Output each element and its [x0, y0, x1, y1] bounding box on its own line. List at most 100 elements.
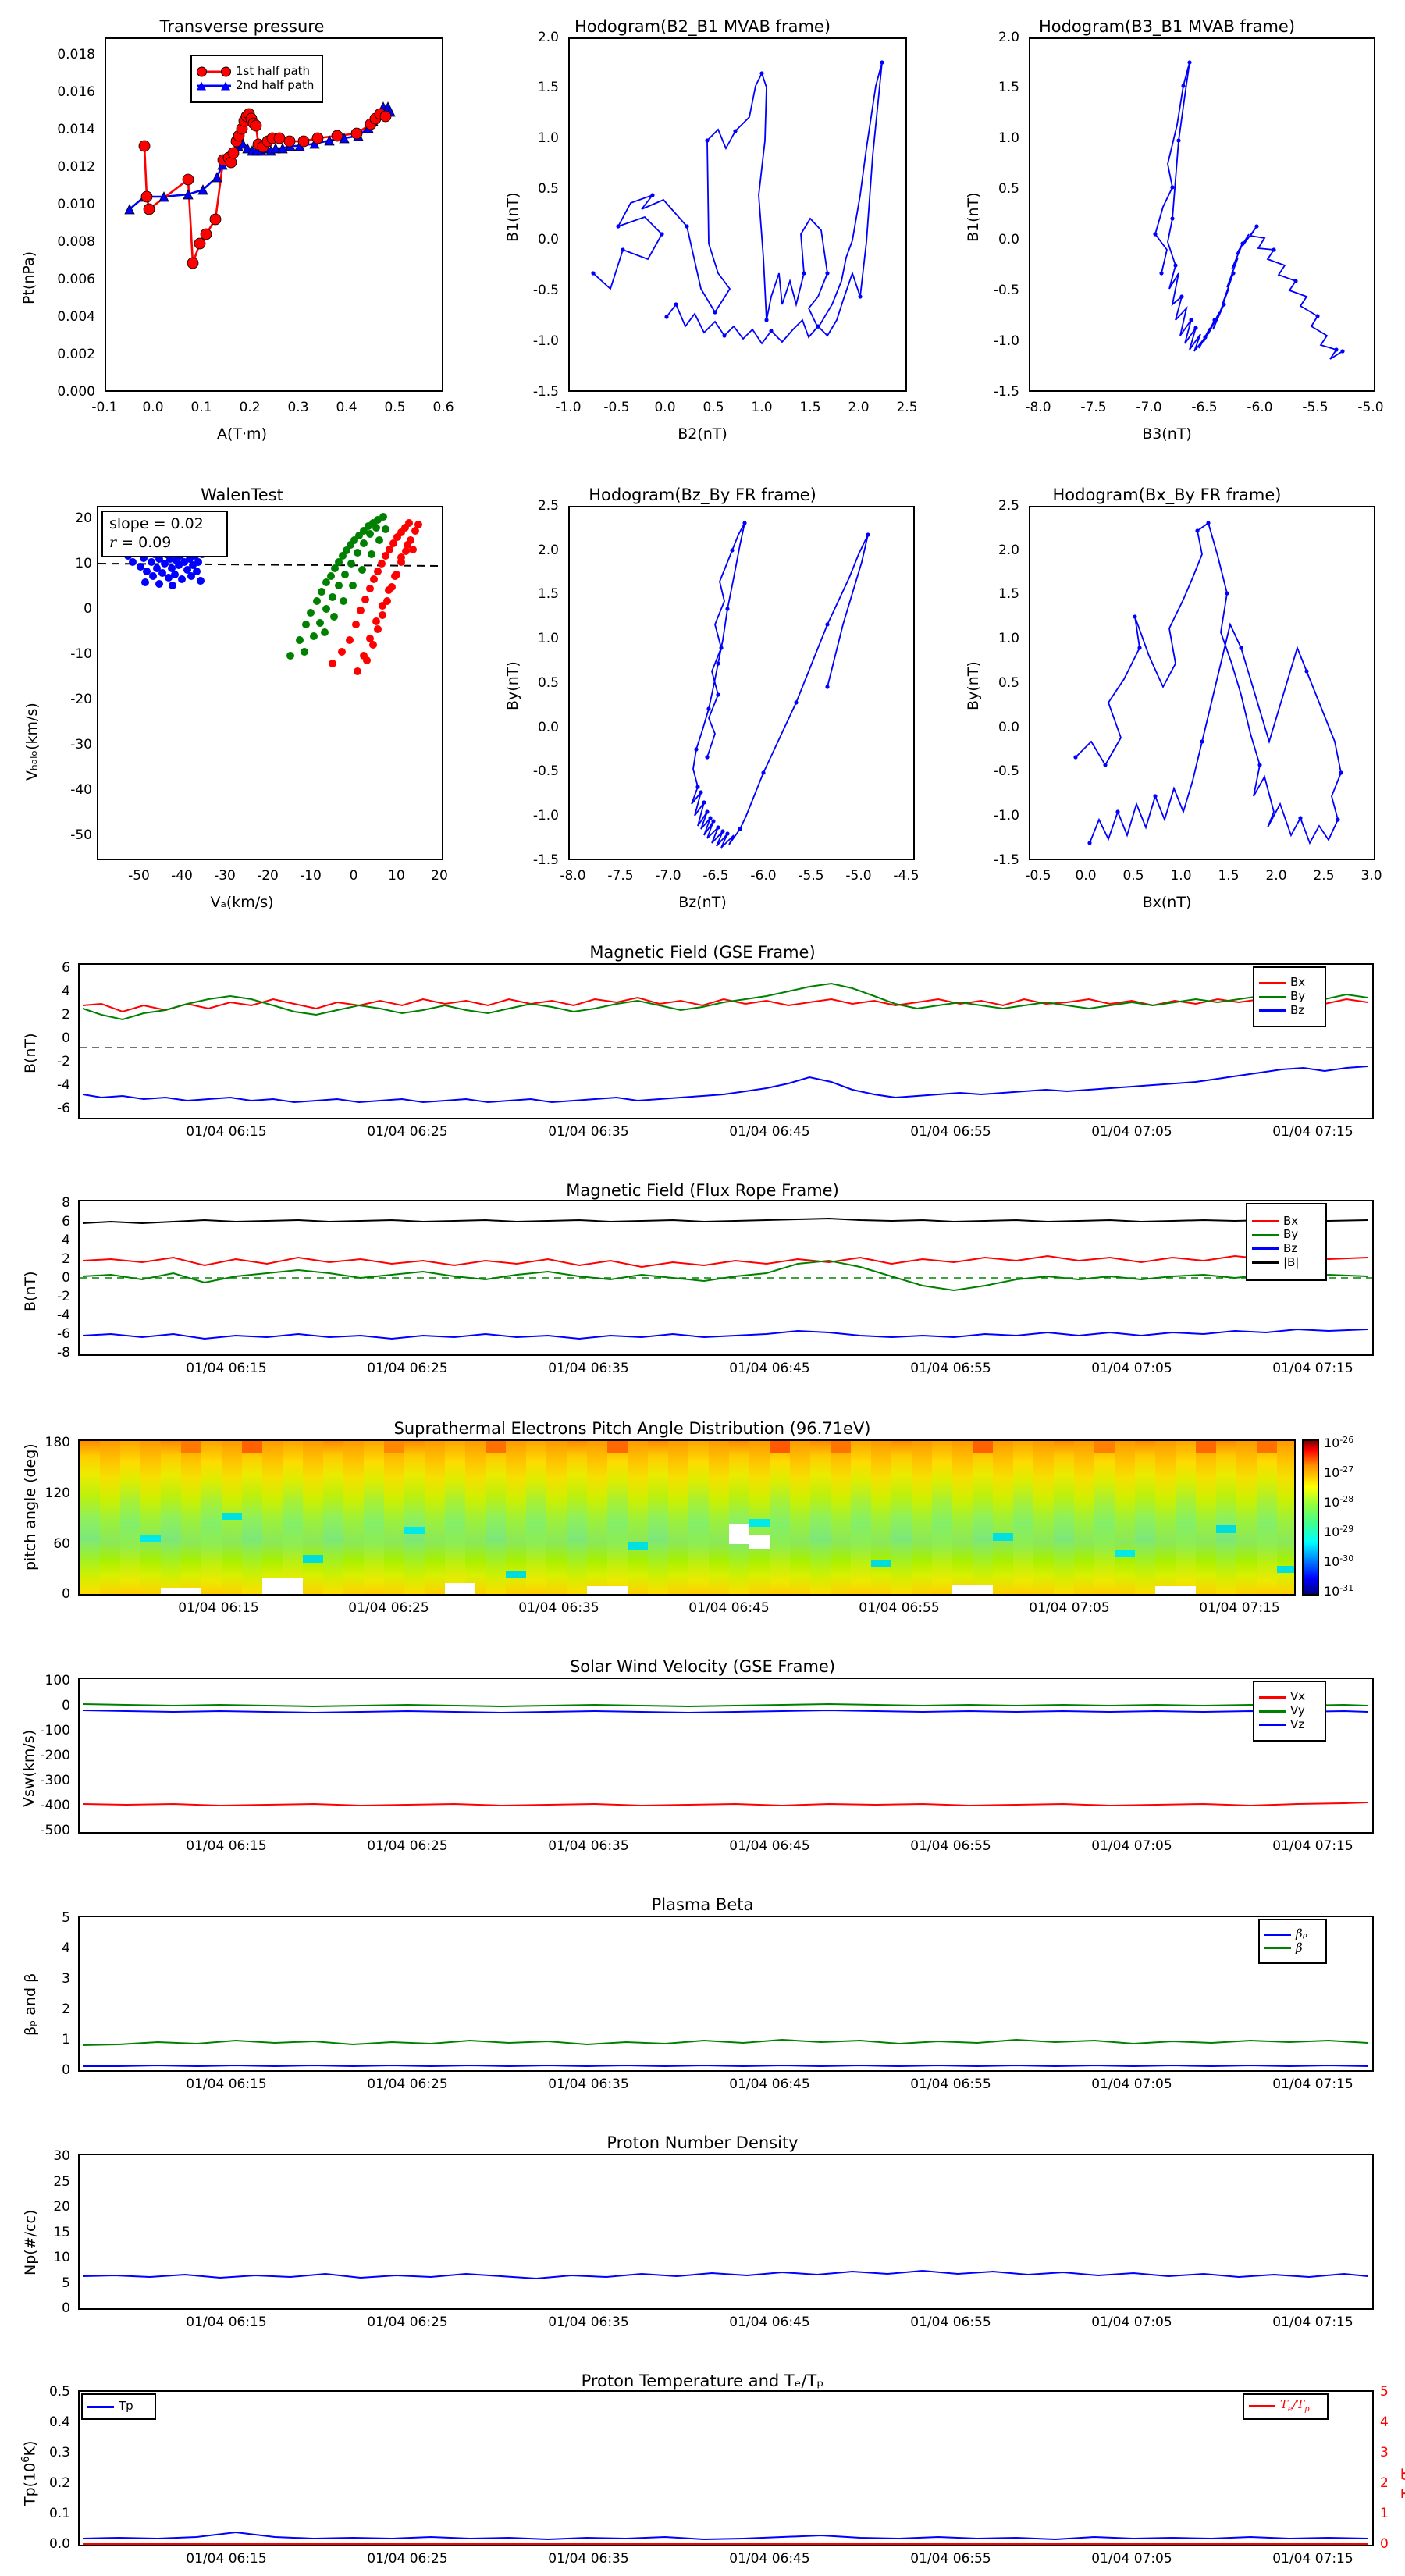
- y-tick: 0: [62, 1698, 70, 1713]
- green-cluster: [286, 513, 389, 660]
- panel-hodogram-b3-b1: Hodogram(B3_B1 MVAB frame) B1(nT) B3(nT)…: [929, 0, 1405, 453]
- x-tick: -5.5: [798, 868, 824, 884]
- time-tick: 01/04 07:15: [1272, 1838, 1353, 1854]
- y-tick: -1.5: [993, 384, 1019, 400]
- colorbar-tick: 10-26: [1324, 1434, 1354, 1451]
- x-tick: 2.0: [848, 400, 870, 415]
- hodogram-markers: [591, 60, 884, 338]
- y-tick: -1.0: [993, 333, 1019, 349]
- legend-row: βₚ: [1264, 1927, 1321, 1941]
- y-tick: -1.0: [532, 333, 559, 349]
- y-tick: 1.0: [998, 631, 1019, 646]
- panel-title: Hodogram(B2_B1 MVAB frame): [574, 17, 831, 36]
- y-tick: -6: [57, 1326, 70, 1342]
- x-axis-label: B3(nT): [1142, 425, 1192, 443]
- y-tick: 0.014: [57, 122, 95, 137]
- x-tick: -0.1: [91, 400, 118, 415]
- legend-label: 1st half path: [236, 64, 311, 79]
- y-tick: 1.0: [537, 130, 559, 146]
- time-tick: 01/04 06:25: [367, 2076, 448, 2092]
- time-tick: 01/04 07:15: [1272, 2551, 1353, 2567]
- x-tick: 0.0: [1075, 868, 1097, 884]
- line-swatch-icon: [87, 2405, 114, 2408]
- panel-title: Hodogram(B3_B1 MVAB frame): [1038, 17, 1296, 36]
- y-tick: 1.5: [537, 80, 559, 95]
- x-tick: 0.0: [654, 400, 676, 415]
- y-tick: 20: [53, 2199, 70, 2215]
- plot-area: [78, 1439, 1296, 1596]
- y-tick: 3: [62, 1971, 70, 1987]
- heatmap-cyan-cells: [140, 1513, 1294, 1578]
- legend-row: β: [1264, 1941, 1321, 1955]
- time-tick: 01/04 06:35: [518, 1600, 599, 1616]
- legend-row: Bx: [1259, 977, 1320, 989]
- x-tick: -5.5: [1302, 400, 1329, 415]
- y-tick: 4: [62, 984, 70, 999]
- time-tick: 01/04 06:25: [348, 1600, 429, 1616]
- legend-row: By: [1259, 989, 1320, 1004]
- time-tick: 01/04 06:35: [548, 1124, 629, 1140]
- line-swatch-icon: [1252, 1247, 1279, 1251]
- colorbar-tick: 10-27: [1324, 1464, 1354, 1481]
- y-tick: -100: [40, 1723, 70, 1738]
- x-tick: -20: [257, 868, 279, 884]
- time-tick: 01/04 06:45: [729, 1838, 810, 1854]
- y-tick: 60: [53, 1536, 70, 1552]
- time-tick: 01/04 06:55: [910, 2076, 991, 2092]
- x-tick: 10: [388, 868, 405, 884]
- x-tick: 0.6: [432, 400, 454, 415]
- y-tick: 6: [62, 1214, 70, 1229]
- plot-area: [78, 1200, 1374, 1356]
- time-tick: 01/04 06:25: [367, 1361, 448, 1376]
- legend-label: Vy: [1290, 1703, 1305, 1718]
- legend-magnetic-field-gse: Bx By Bz: [1253, 966, 1326, 1027]
- panel-solar-wind-velocity: Solar Wind Velocity (GSE Frame) Vsw(km/s…: [0, 1643, 1405, 1877]
- y-tick: 25: [53, 2174, 70, 2190]
- y-tick: 0.5: [998, 675, 1019, 691]
- x-tick: 0.1: [190, 400, 212, 415]
- panel-hodogram-bx-by: Hodogram(Bx_By FR frame) By(nT) Bx(nT) -…: [929, 468, 1405, 921]
- y-tick: 15: [53, 2225, 70, 2240]
- plasma-beta-series: [82, 2038, 1368, 2068]
- y-tick: 2.0: [998, 543, 1019, 558]
- legend-label: 2nd half path: [236, 78, 315, 92]
- x-tick: 0.5: [702, 400, 724, 415]
- x-tick: 0.3: [287, 400, 309, 415]
- x-tick: -50: [128, 868, 150, 884]
- legend-plasma-beta: βₚ β: [1258, 1919, 1327, 1964]
- red-cluster: [329, 519, 422, 675]
- time-tick: 01/04 06:35: [548, 2314, 629, 2330]
- time-tick: 01/04 06:55: [910, 1838, 991, 1854]
- y-tick: 0.0: [48, 2536, 70, 2552]
- y-tick: 0.1: [48, 2506, 70, 2521]
- legend-row: Tp: [87, 2400, 150, 2413]
- time-tick: 01/04 06:15: [186, 2076, 267, 2092]
- y-tick: 10: [75, 556, 92, 571]
- y-tick: -30: [70, 737, 92, 753]
- x-tick: 1.0: [1170, 868, 1192, 884]
- x-tick: -7.0: [655, 868, 681, 884]
- panel-title: Suprathermal Electrons Pitch Angle Distr…: [393, 1419, 871, 1438]
- x-tick: -4.5: [893, 868, 919, 884]
- legend-row: Bz: [1252, 1242, 1321, 1255]
- y-tick: -0.5: [532, 763, 559, 779]
- y-tick-right: 0: [1380, 2536, 1389, 2552]
- panel-plasma-beta: Plasma Beta βₚ and β 0 1 2 3 4 5 βₚ β 01…: [0, 1881, 1405, 2115]
- walen-test-scatter: [98, 513, 442, 675]
- panel-transverse-pressure: Transverse pressure Pt(nPa) A(T·m) 0.000…: [0, 0, 484, 453]
- slope-text: slope = 0.02: [109, 515, 204, 532]
- panel-title: Plasma Beta: [651, 1895, 754, 1914]
- y-tick: -1.5: [993, 852, 1019, 868]
- panel-title: WalenTest: [201, 486, 283, 504]
- y-tick: 0.012: [57, 159, 95, 175]
- y-tick: 2.5: [998, 498, 1019, 514]
- colorbar-gradient: [1302, 1439, 1319, 1596]
- y-tick: 1.5: [537, 586, 559, 602]
- y-tick: -4: [57, 1077, 70, 1093]
- legend-row: 2nd half path: [197, 78, 317, 92]
- hodogram-markers: [1153, 60, 1345, 354]
- walen-annotation: slope = 0.02 r = 0.09: [101, 511, 228, 557]
- line-swatch-icon: [1259, 981, 1286, 984]
- legend-label: By: [1290, 989, 1306, 1004]
- plot-area: [78, 963, 1374, 1119]
